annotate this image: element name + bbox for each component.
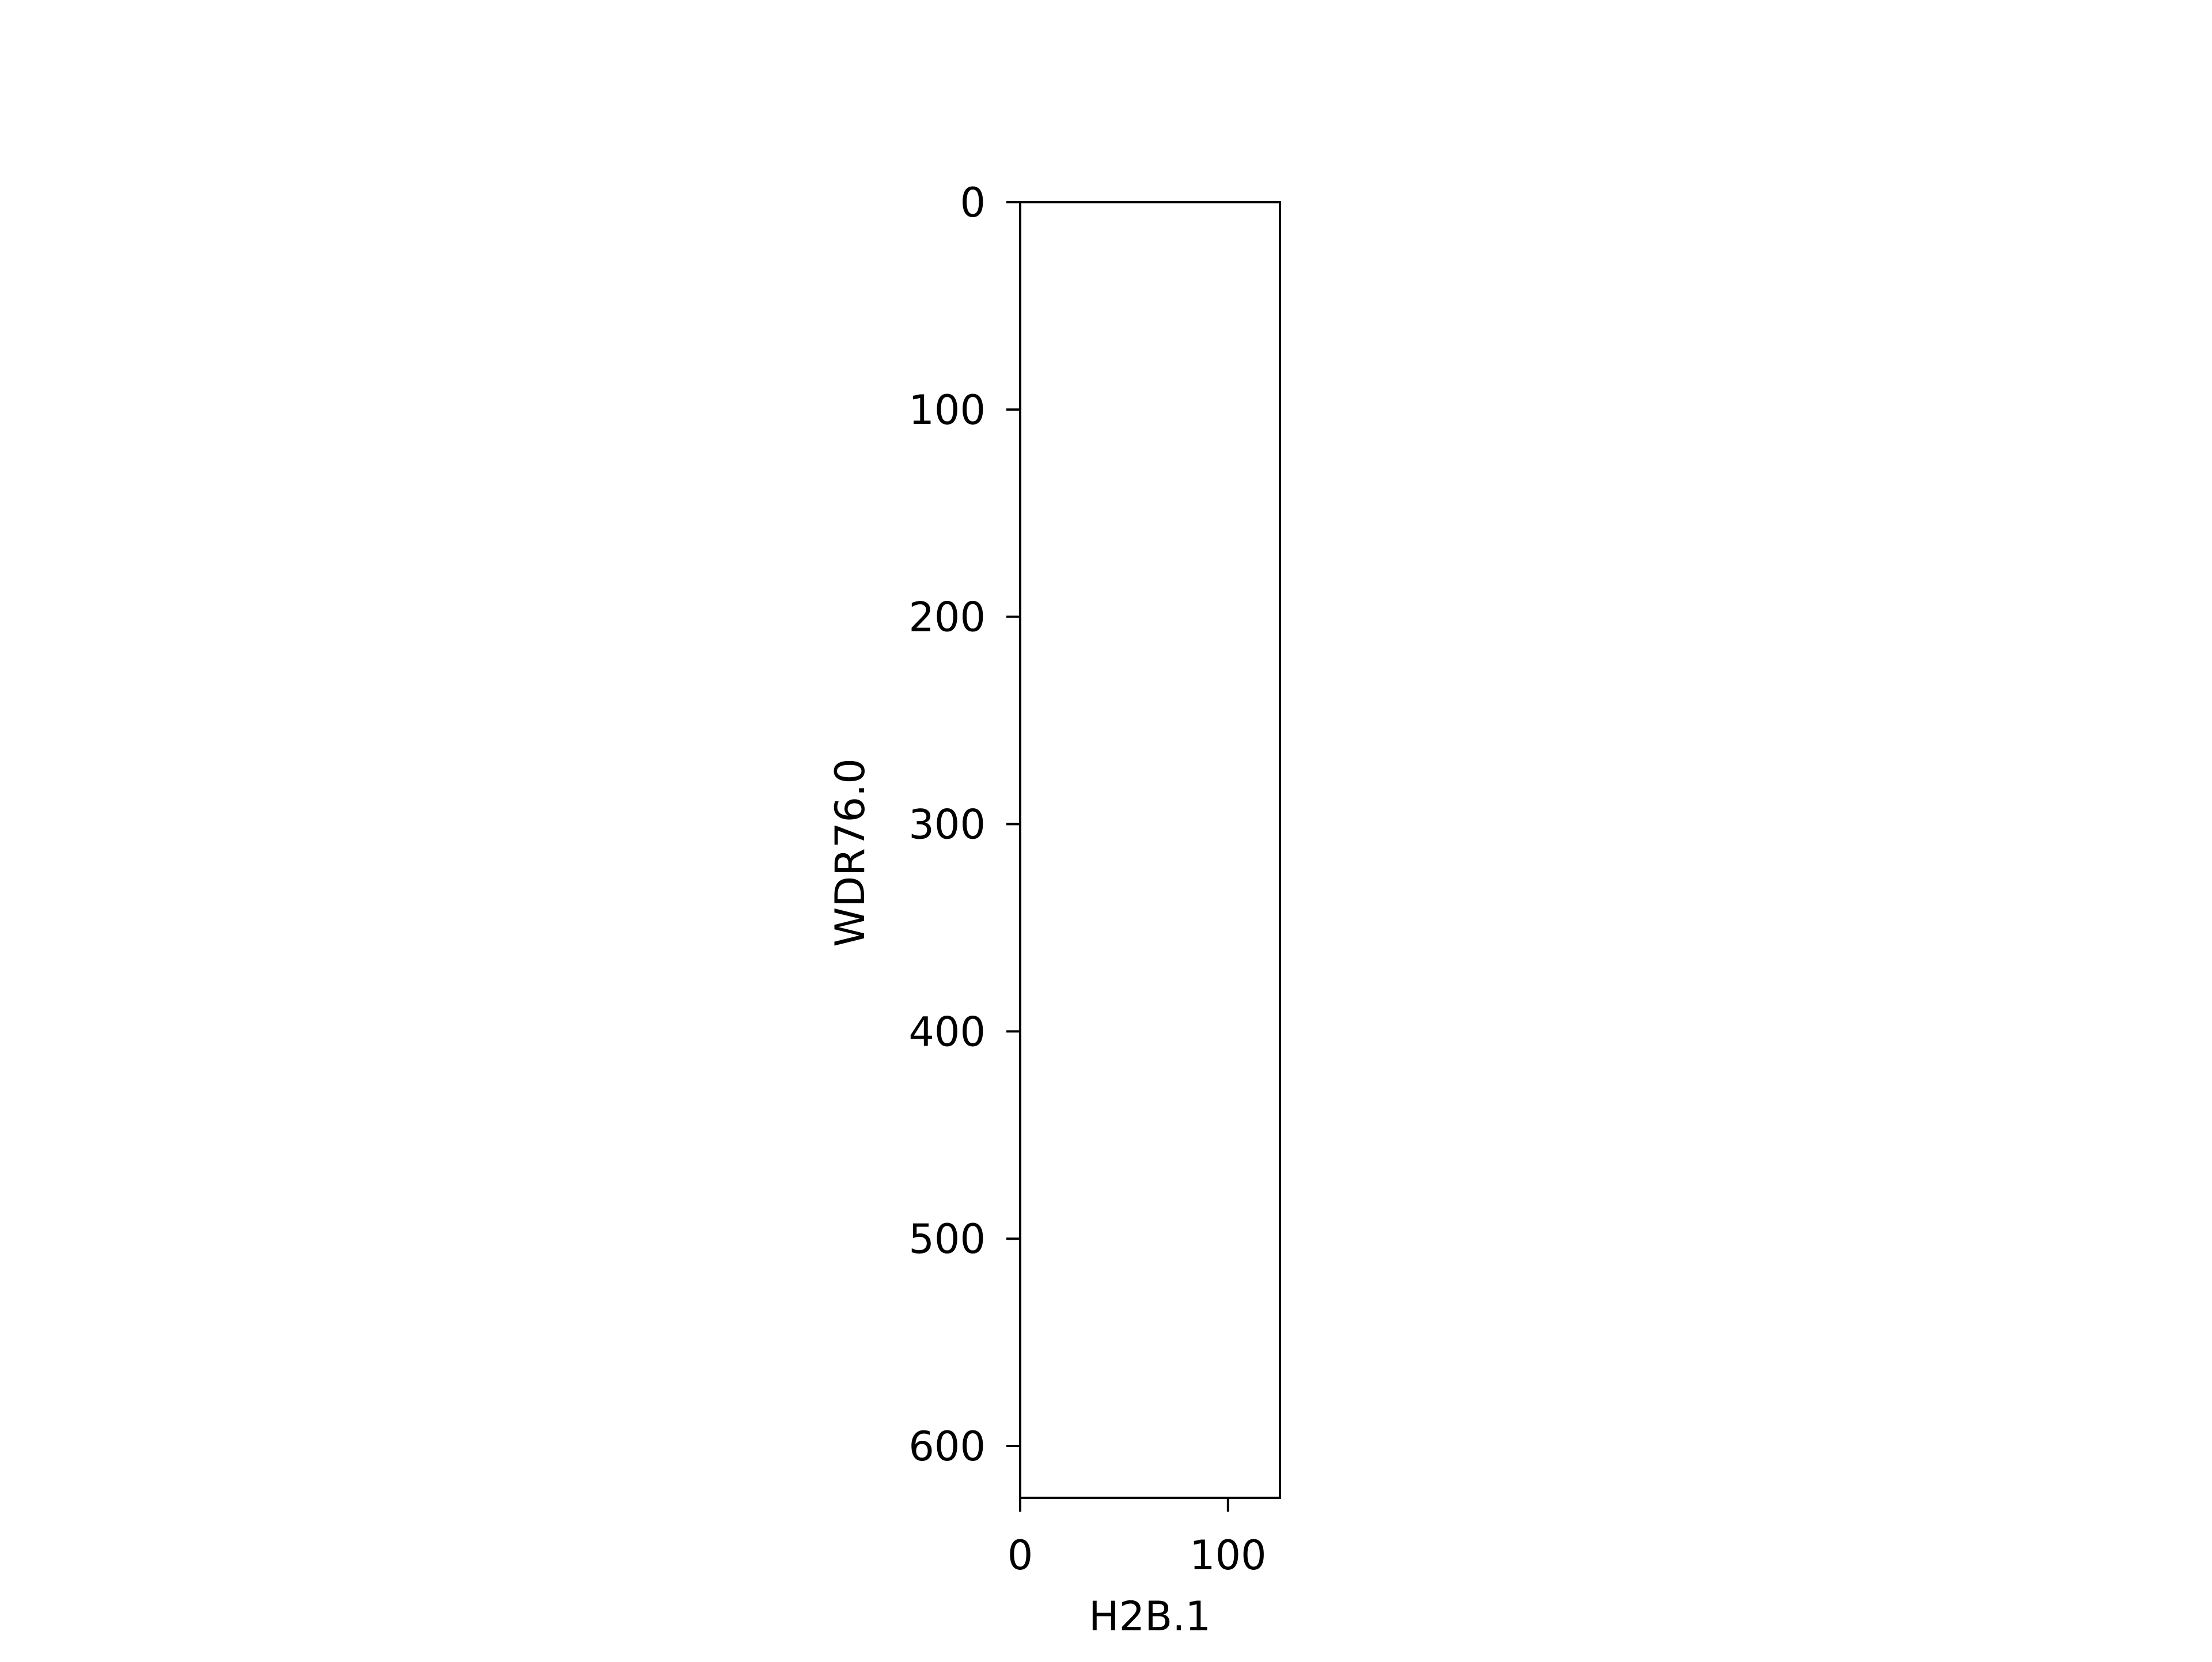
y-tick-label: 200 xyxy=(908,594,986,641)
x-tick-label: 100 xyxy=(1190,1532,1267,1579)
plot-area xyxy=(1020,202,1280,1498)
y-tick-label: 0 xyxy=(960,179,986,226)
y-axis-ticks: 0 100 200 300 400 500 600 xyxy=(908,179,1020,1470)
y-tick-label: 500 xyxy=(908,1216,986,1263)
y-tick-label: 300 xyxy=(908,801,986,849)
x-axis-ticks: 0 100 xyxy=(1007,1498,1267,1579)
y-axis-label: WDR76.0 xyxy=(827,758,874,947)
x-tick-label: 0 xyxy=(1007,1532,1033,1579)
y-tick-label: 600 xyxy=(908,1423,986,1470)
y-tick-label: 400 xyxy=(908,1008,986,1055)
y-tick-label: 100 xyxy=(908,387,986,434)
x-axis-label: H2B.1 xyxy=(1089,1593,1211,1640)
plot-frame xyxy=(1019,201,1281,1499)
